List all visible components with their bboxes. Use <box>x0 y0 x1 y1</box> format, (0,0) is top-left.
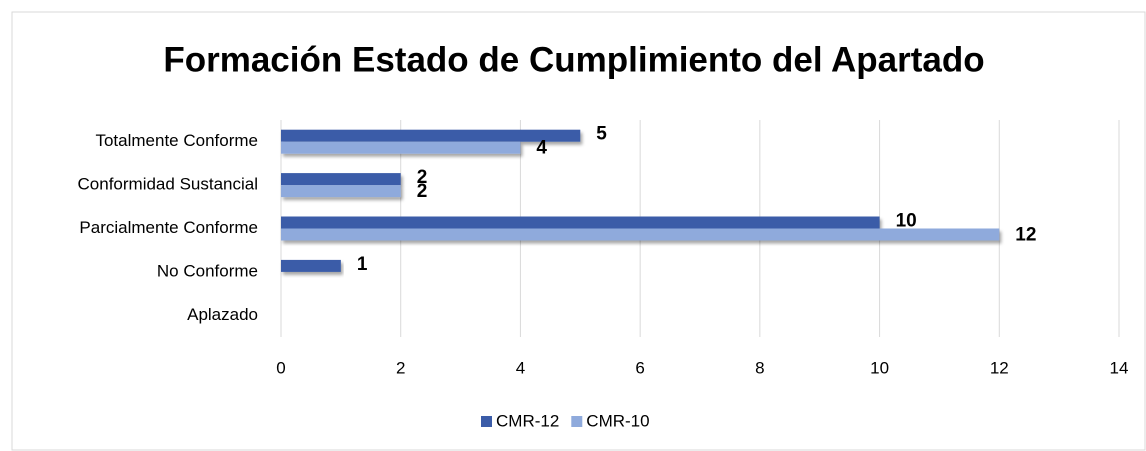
x-tick-label: 8 <box>755 358 764 377</box>
data-label: 4 <box>536 138 547 159</box>
x-tick-label: 0 <box>276 358 285 377</box>
bar <box>281 129 581 142</box>
data-label: 2 <box>417 181 428 202</box>
y-tick-label: Parcialmente Conforme <box>79 218 258 237</box>
x-tick-label: 10 <box>870 358 889 377</box>
legend-swatch <box>571 416 583 427</box>
data-label: 5 <box>596 124 607 145</box>
data-label: 2 <box>417 167 428 188</box>
data-label: 10 <box>896 211 917 232</box>
legend-swatch <box>481 416 492 427</box>
data-label: 12 <box>1015 225 1036 246</box>
legend: CMR-12 CMR-10 <box>481 411 650 430</box>
y-tick-label: Totalmente Conforme <box>95 131 258 150</box>
bar <box>281 141 521 154</box>
y-tick-label: Conformidad Sustancial <box>78 175 258 194</box>
x-tick-label: 2 <box>396 358 405 377</box>
chart-title: Formación Estado de Cumplimiento del Apa… <box>163 40 984 79</box>
legend-label: CMR-10 <box>586 411 649 430</box>
y-tick-label: Aplazado <box>187 305 258 324</box>
x-tick-label: 4 <box>516 358 525 377</box>
bar <box>281 185 401 198</box>
bar <box>281 259 341 272</box>
y-tick-label: No Conforme <box>157 261 258 280</box>
x-tick-label: 14 <box>1110 358 1129 377</box>
legend-label: CMR-12 <box>496 411 559 430</box>
data-label: 1 <box>357 254 368 275</box>
bar <box>281 216 880 229</box>
x-tick-label: 6 <box>635 358 644 377</box>
bar <box>281 173 401 186</box>
x-tick-label: 12 <box>990 358 1009 377</box>
bar <box>281 228 1000 241</box>
